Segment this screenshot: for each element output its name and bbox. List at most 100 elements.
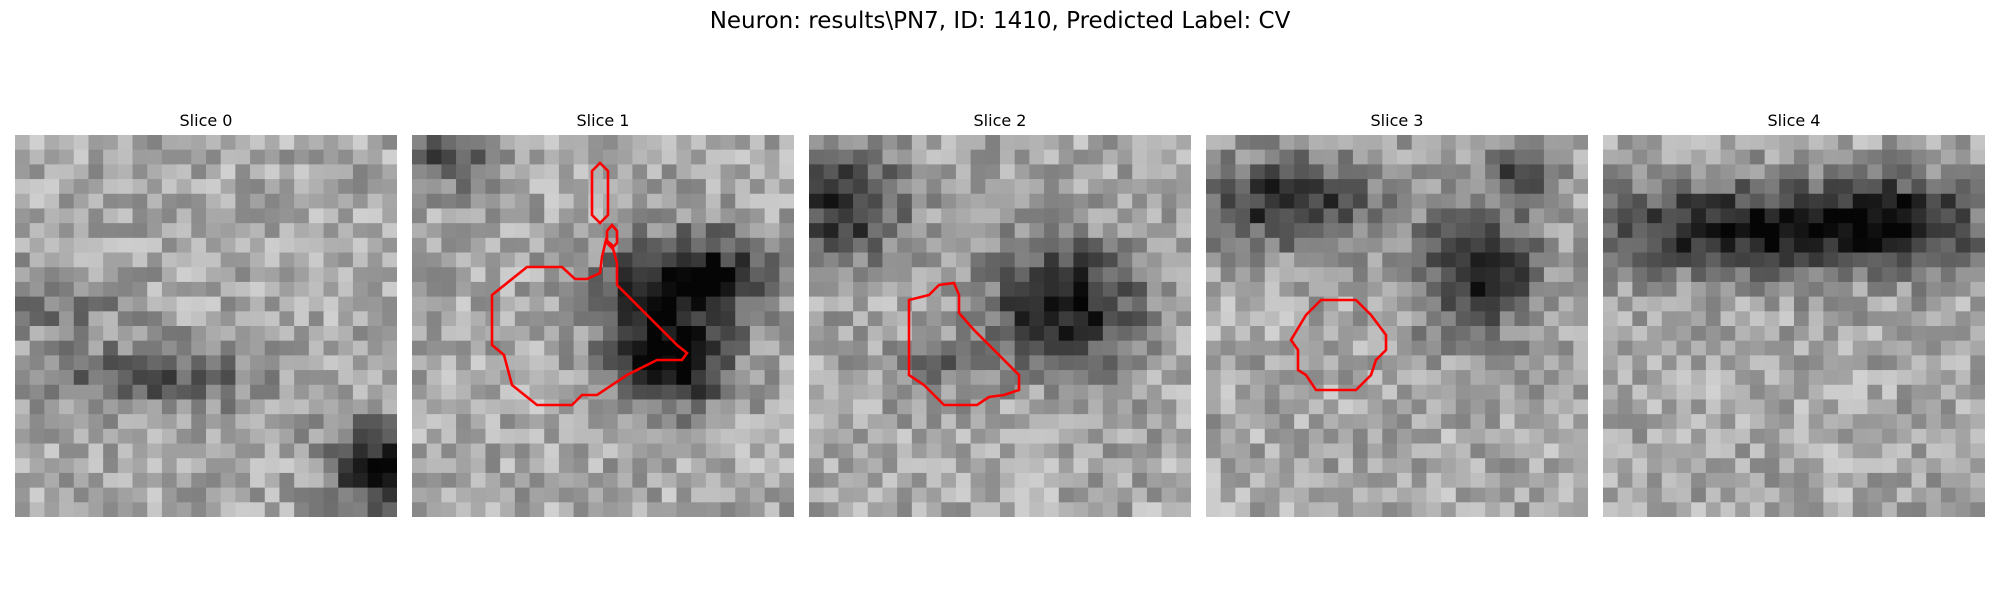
image-pixel (1676, 326, 1692, 342)
image-pixel (1882, 340, 1898, 356)
image-pixel (809, 223, 825, 239)
image-pixel (838, 355, 854, 371)
image-pixel (59, 193, 75, 209)
image-pixel (15, 458, 31, 474)
image-pixel (882, 311, 898, 327)
image-pixel (735, 267, 751, 283)
image-pixel (1573, 472, 1588, 489)
image-pixel (749, 179, 766, 195)
image-pixel (573, 237, 589, 253)
image-pixel (1558, 281, 1574, 298)
image-pixel (1514, 267, 1530, 283)
image-pixel (1661, 281, 1677, 298)
image-pixel (867, 414, 883, 430)
image-pixel (1867, 149, 1883, 165)
image-pixel (1691, 458, 1707, 474)
image-pixel (1705, 237, 1721, 253)
image-pixel (1838, 164, 1854, 180)
image-pixel (1264, 164, 1280, 180)
image-pixel (382, 237, 397, 253)
image-pixel (1558, 384, 1574, 400)
image-pixel (338, 252, 354, 268)
image-pixel (1470, 384, 1486, 400)
image-pixel (15, 149, 31, 165)
image-pixel (823, 472, 839, 489)
image-pixel (470, 135, 486, 151)
image-pixel (720, 223, 736, 239)
image-pixel (1485, 296, 1501, 312)
image-pixel (367, 281, 383, 298)
image-pixel (176, 472, 192, 489)
image-pixel (1529, 149, 1545, 165)
image-pixel (1352, 252, 1369, 268)
image-pixel (264, 179, 280, 195)
image-pixel (941, 384, 957, 400)
image-pixel (779, 149, 794, 165)
image-pixel (323, 428, 339, 444)
image-pixel (926, 311, 942, 327)
image-pixel (735, 472, 751, 489)
image-pixel (323, 296, 339, 312)
image-pixel (1940, 223, 1957, 239)
image-pixel (264, 252, 280, 268)
image-pixel (1705, 281, 1721, 298)
image-pixel (1955, 355, 1971, 371)
image-pixel (1029, 443, 1045, 459)
image-pixel (1102, 370, 1118, 386)
image-pixel (235, 458, 251, 474)
image-pixel (367, 252, 383, 268)
image-pixel (1691, 252, 1707, 268)
image-pixel (749, 414, 766, 430)
image-pixel (1529, 252, 1545, 268)
image-pixel (735, 311, 751, 327)
image-pixel (1749, 223, 1766, 239)
image-pixel (1543, 428, 1560, 444)
image-pixel (514, 443, 530, 459)
image-pixel (1323, 326, 1339, 342)
image-pixel (161, 193, 178, 209)
image-pixel (1926, 223, 1942, 239)
image-pixel (323, 399, 339, 415)
image-pixel (897, 252, 913, 268)
image-pixel (1705, 193, 1721, 209)
image-pixel (1161, 135, 1177, 151)
image-pixel (1720, 281, 1736, 298)
image-pixel (1235, 296, 1251, 312)
image-pixel (558, 428, 575, 444)
image-pixel (176, 237, 192, 253)
image-pixel (323, 384, 339, 400)
image-pixel (500, 267, 516, 283)
image-pixel (1455, 252, 1471, 268)
image-pixel (147, 179, 163, 195)
image-pixel (1617, 267, 1633, 283)
image-pixel (823, 223, 839, 239)
image-pixel (514, 428, 530, 444)
image-pixel (1338, 458, 1354, 474)
image-pixel (1779, 355, 1795, 371)
image-pixel (1044, 135, 1060, 151)
image-pixel (1970, 149, 1985, 165)
image-pixel (308, 296, 324, 312)
image-pixel (1000, 311, 1016, 327)
image-pixel (1543, 267, 1560, 283)
image-pixel (1764, 252, 1780, 268)
image-pixel (749, 340, 766, 356)
image-pixel (29, 472, 45, 489)
image-pixel (1132, 179, 1148, 195)
image-pixel (1014, 384, 1030, 400)
image-pixel (132, 179, 148, 195)
image-pixel (1235, 384, 1251, 400)
image-pixel (1955, 458, 1971, 474)
image-pixel (1279, 370, 1295, 386)
image-pixel (1749, 164, 1766, 180)
image-pixel (1352, 443, 1369, 459)
image-pixel (647, 252, 663, 268)
image-pixel (1161, 340, 1177, 356)
image-pixel (1558, 208, 1574, 224)
image-pixel (1514, 326, 1530, 342)
image-pixel (1088, 179, 1104, 195)
image-pixel (1867, 311, 1883, 327)
image-pixel (1705, 355, 1721, 371)
image-pixel (1647, 267, 1663, 283)
image-pixel (573, 252, 589, 268)
